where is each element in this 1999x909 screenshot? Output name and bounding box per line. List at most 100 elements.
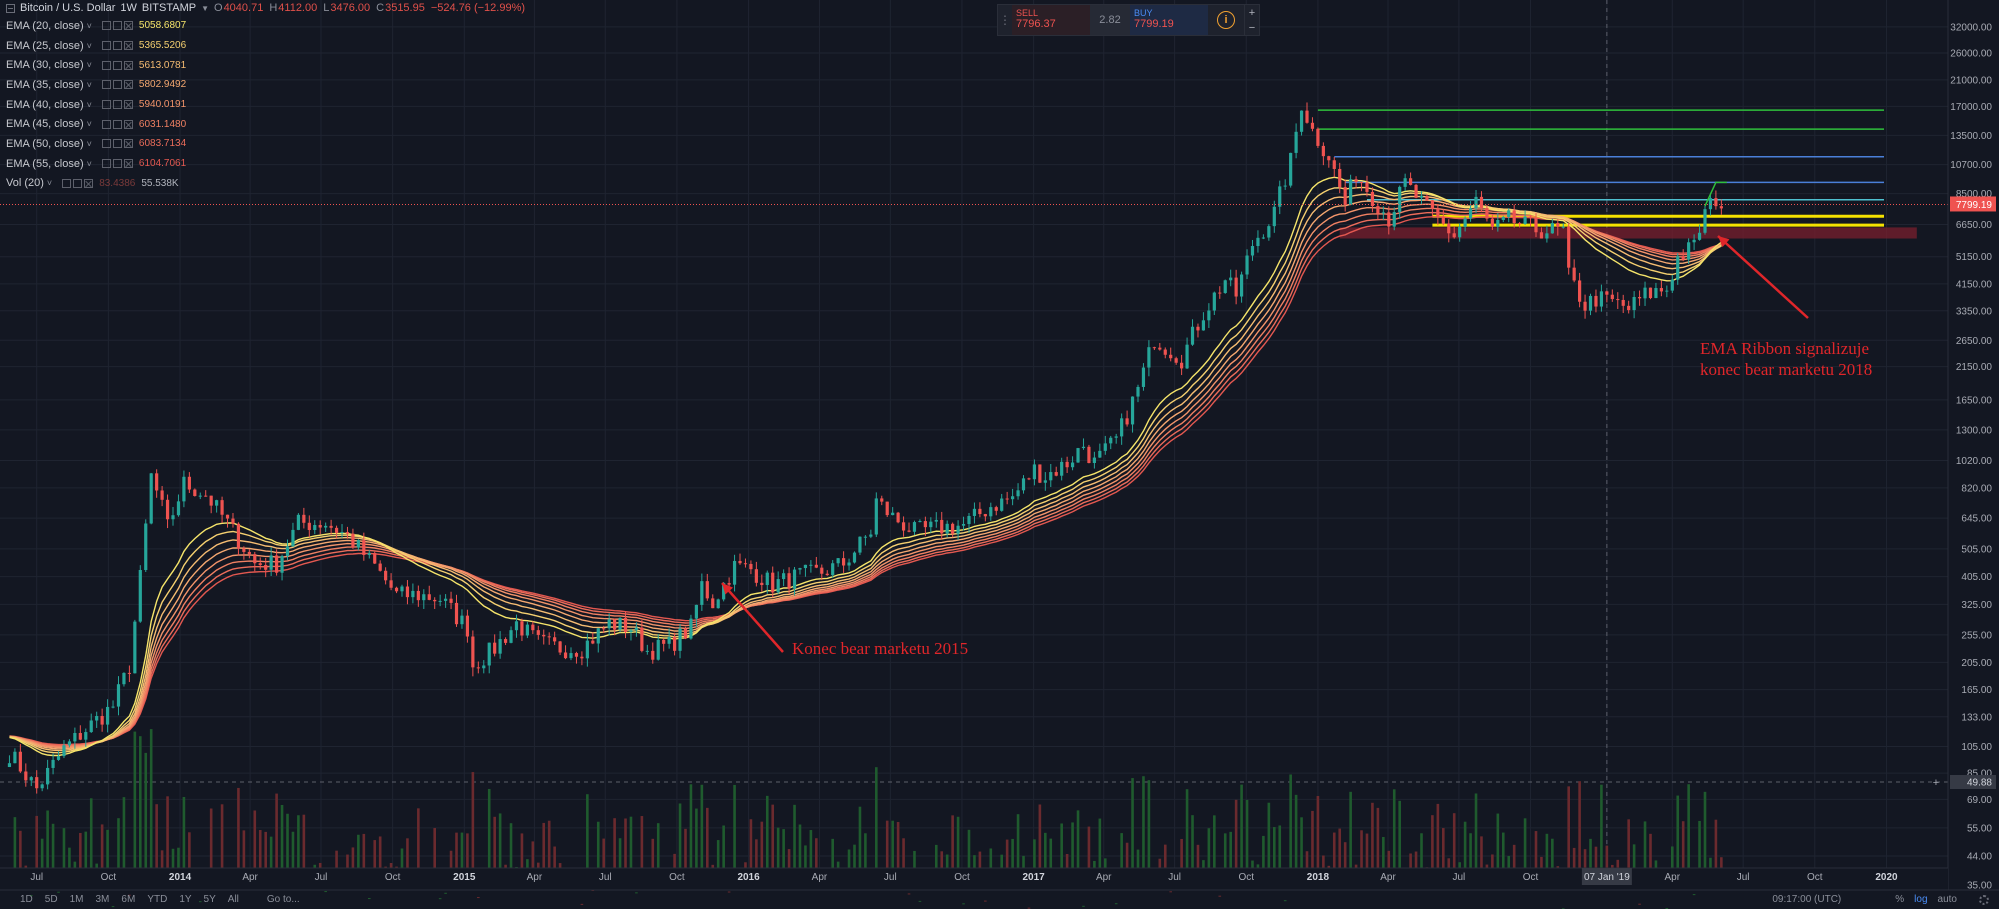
- auto-toggle[interactable]: auto: [1937, 894, 1957, 905]
- indicator-label[interactable]: EMA (35, close) ˅: [6, 78, 92, 91]
- interval-button[interactable]: 1M: [69, 894, 84, 905]
- info-button[interactable]: i: [1208, 5, 1244, 35]
- eye-icon[interactable]: [101, 119, 111, 129]
- close-icon[interactable]: [123, 60, 133, 70]
- interval-label[interactable]: 1W: [120, 2, 137, 14]
- candle-body: [803, 564, 808, 569]
- log-toggle[interactable]: log: [1914, 894, 1928, 905]
- volume-bar: [1572, 847, 1576, 868]
- indicator-label[interactable]: EMA (45, close) ˅: [6, 118, 92, 131]
- bottom-toolbar: 1D 5D 1M 3M 6M YTD 1Y 5Y All Go to... 09:17:00 (…: [0, 890, 1999, 909]
- indicator-label[interactable]: EMA (50, close) ˅: [6, 137, 92, 150]
- candle-body: [1207, 310, 1211, 321]
- eye-icon[interactable]: [62, 178, 72, 188]
- eye-icon[interactable]: [101, 60, 111, 70]
- interval-button[interactable]: 3M: [95, 894, 110, 905]
- close-icon[interactable]: [123, 119, 133, 129]
- volume-bar: [891, 820, 894, 868]
- volume-bar: [1087, 826, 1091, 868]
- indicator-label[interactable]: EMA (40, close) ˅: [6, 98, 92, 111]
- settings-icon[interactable]: [112, 80, 122, 90]
- volume-bar: [515, 866, 518, 868]
- chevron-down-icon[interactable]: ˅: [86, 79, 92, 90]
- eye-icon[interactable]: [101, 41, 111, 51]
- ema-35-line: [9, 199, 1722, 750]
- exchange-label[interactable]: BITSTAMP: [141, 2, 197, 14]
- clock-time[interactable]: 09:17:00 (UTC): [1772, 894, 1842, 905]
- close-icon[interactable]: [123, 100, 133, 110]
- symbol-name[interactable]: Bitcoin / U.S. Dollar: [20, 2, 116, 14]
- chevron-down-icon[interactable]: ˅: [86, 119, 92, 130]
- volume-bar: [444, 892, 447, 894]
- close-icon[interactable]: [123, 80, 133, 90]
- interval-button[interactable]: 1Y: [179, 894, 192, 905]
- indicator-label[interactable]: EMA (25, close) ˅: [6, 39, 92, 52]
- volume-bar: [171, 848, 175, 868]
- interval-button[interactable]: 6M: [121, 894, 136, 905]
- drag-handle-icon[interactable]: ⋮: [999, 13, 1011, 27]
- candle-body: [1130, 396, 1135, 425]
- settings-icon[interactable]: [112, 21, 122, 31]
- eye-icon[interactable]: [101, 139, 111, 149]
- candle-body: [1245, 255, 1249, 275]
- interval-button[interactable]: 5D: [44, 894, 58, 905]
- settings-icon[interactable]: [112, 119, 122, 129]
- interval-button[interactable]: YTD: [147, 894, 168, 905]
- gear-icon[interactable]: [1979, 894, 1989, 905]
- interval-button[interactable]: All: [227, 894, 239, 905]
- collapse-icon[interactable]: [6, 3, 15, 13]
- volume-bar: [1420, 833, 1423, 868]
- chevron-down-icon[interactable]: ˅: [86, 40, 92, 51]
- plus-button[interactable]: +: [1248, 6, 1256, 19]
- eye-icon[interactable]: [101, 159, 111, 169]
- volume-bar: [1005, 839, 1009, 868]
- volume-bar: [1322, 855, 1325, 868]
- settings-icon[interactable]: [112, 41, 122, 51]
- chevron-down-icon[interactable]: ˅: [86, 60, 92, 71]
- chevron-down-icon[interactable]: ▼: [201, 3, 209, 13]
- volume-bar: [624, 818, 627, 868]
- indicator-label[interactable]: Vol (20) ˅: [6, 177, 53, 190]
- minus-button[interactable]: −: [1248, 21, 1256, 34]
- indicator-label[interactable]: EMA (30, close) ˅: [6, 59, 92, 72]
- settings-icon[interactable]: [112, 159, 122, 169]
- chevron-down-icon[interactable]: ˅: [86, 20, 92, 31]
- percent-toggle[interactable]: %: [1895, 894, 1905, 905]
- close-icon[interactable]: [123, 139, 133, 149]
- volume-bar: [509, 823, 513, 868]
- indicator-label[interactable]: EMA (20, close) ˅: [6, 19, 92, 32]
- goto-button[interactable]: Go to...: [266, 894, 300, 905]
- settings-icon[interactable]: [73, 178, 83, 188]
- close-icon[interactable]: [123, 159, 133, 169]
- settings-icon[interactable]: [112, 60, 122, 70]
- volume-bar: [1180, 838, 1183, 868]
- close-icon[interactable]: [84, 178, 94, 188]
- chevron-down-icon[interactable]: ˅: [86, 138, 92, 149]
- eye-icon[interactable]: [101, 80, 111, 90]
- add-alert-icon[interactable]: +: [1933, 777, 1939, 789]
- eye-icon[interactable]: [101, 21, 111, 31]
- candle-body: [307, 522, 311, 531]
- chevron-down-icon[interactable]: ˅: [86, 158, 92, 169]
- eye-icon[interactable]: [101, 100, 111, 110]
- settings-icon[interactable]: [112, 139, 122, 149]
- sell-button[interactable]: SELL 7796.37: [1012, 5, 1090, 35]
- indicator-label[interactable]: EMA (55, close) ˅: [6, 157, 92, 170]
- volume-bar: [536, 862, 540, 868]
- settings-icon[interactable]: [112, 100, 122, 110]
- volume-bar: [237, 787, 240, 868]
- interval-button[interactable]: 5Y: [203, 894, 216, 905]
- buy-button[interactable]: BUY 7799.19: [1130, 5, 1208, 35]
- candle-body: [334, 527, 339, 533]
- close-icon[interactable]: [123, 41, 133, 51]
- ema-55-line: [9, 216, 1722, 746]
- candle-body: [1605, 291, 1609, 295]
- candle-body: [1545, 233, 1549, 239]
- chevron-down-icon[interactable]: ˅: [86, 99, 92, 110]
- time-tick-label: Apr: [1665, 872, 1681, 883]
- volume-bar: [133, 731, 137, 868]
- chevron-down-icon[interactable]: ˅: [46, 178, 53, 189]
- interval-button[interactable]: 1D: [20, 894, 33, 905]
- close-icon[interactable]: [123, 21, 133, 31]
